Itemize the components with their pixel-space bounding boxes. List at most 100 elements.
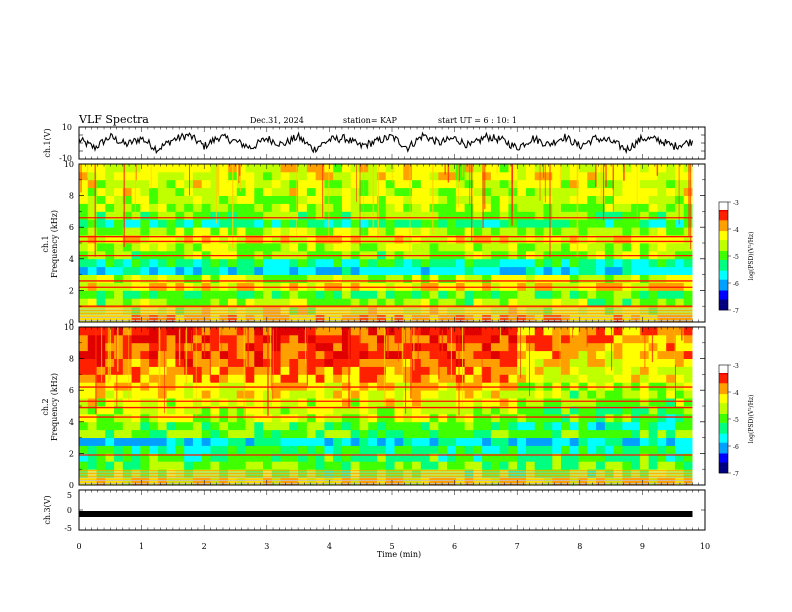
spectrogram-cell	[455, 445, 466, 454]
spectrogram-cell	[271, 374, 281, 383]
spectrogram-cell	[683, 477, 693, 486]
spectrogram-cell	[306, 366, 317, 375]
spectrogram-cell	[403, 211, 413, 220]
spectrogram-cell	[219, 453, 229, 462]
spectrogram-cell	[613, 350, 623, 359]
spectrogram-cell	[473, 406, 483, 415]
spectrogram-cell	[350, 445, 360, 454]
spectrogram-cell	[166, 171, 176, 181]
spectrogram-cell	[210, 243, 220, 252]
colorbar-segment	[719, 218, 728, 221]
spectrogram-cell	[289, 358, 299, 367]
spectrogram-cell	[306, 453, 317, 462]
colorbar-segment	[719, 265, 728, 268]
spectrogram-cell	[482, 334, 492, 344]
spectrogram-cell	[543, 390, 553, 399]
spectrogram-cell	[604, 235, 614, 244]
spectrogram-cell	[271, 219, 281, 228]
spectrogram-cell	[499, 219, 509, 228]
spectrogram-cell	[140, 171, 150, 181]
spectrogram-cell	[122, 290, 132, 299]
spectrogram-cell	[87, 461, 97, 470]
spectrogram-cell	[201, 219, 211, 228]
spectrogram-cell	[87, 258, 97, 268]
spectrogram-cell	[359, 290, 369, 299]
spectrogram-cell	[333, 290, 343, 299]
spectrogram-cell	[140, 477, 150, 486]
ch2-spectrogram-ylabel-channel: ch.2	[41, 398, 50, 415]
spectrogram-cell	[412, 429, 422, 438]
spectrogram-cell	[131, 358, 141, 367]
colorbar-segment	[719, 254, 728, 257]
spectrogram-cell	[350, 374, 360, 383]
spectrogram-cell	[376, 445, 387, 454]
spectrogram-cell	[403, 342, 413, 352]
spectrogram-cell	[263, 235, 273, 244]
spectrogram-cell	[324, 358, 334, 367]
spectrogram-cell	[350, 274, 360, 283]
spectrogram-cell	[674, 314, 685, 323]
spectrogram-cell	[420, 334, 430, 344]
spectrogram-cell	[429, 453, 439, 462]
spectrogram-cell	[525, 334, 536, 344]
spectrogram-cell	[201, 477, 211, 486]
spectrogram-cell	[683, 219, 693, 228]
spectrogram-cell	[587, 406, 597, 415]
colorbar-segment	[719, 460, 728, 463]
spectrogram-cell	[350, 350, 360, 359]
spectrogram-cell	[315, 477, 325, 486]
spectrogram-cell	[578, 406, 588, 415]
spectrogram-cell	[464, 477, 474, 486]
spectrogram-cell	[79, 171, 89, 181]
spectrogram-cell	[201, 413, 211, 423]
spectrogram-cell	[263, 266, 273, 275]
spectrogram-cell	[341, 187, 352, 196]
spectrogram-cell	[219, 227, 229, 236]
spectrogram-cell	[674, 187, 685, 196]
spectrogram-cell	[534, 219, 544, 228]
spectrogram-cell	[508, 203, 518, 212]
spectrogram-cell	[569, 398, 579, 407]
spectrogram-cell	[219, 195, 229, 204]
spectrogram-cell	[525, 235, 536, 244]
spectrogram-cell	[543, 477, 553, 486]
spectrogram-cell	[157, 398, 168, 407]
spectrogram-cell	[534, 203, 544, 212]
spectrogram-cell	[639, 274, 650, 283]
spectrogram-cell	[210, 171, 220, 181]
spectrogram-cell	[622, 258, 632, 268]
spectrogram-cell	[412, 390, 422, 399]
spectrogram-cell	[184, 350, 194, 359]
spectrogram-cell	[587, 227, 597, 236]
spectrogram-cell	[543, 274, 553, 283]
colorbar-segment	[719, 442, 728, 445]
spectrogram-cell	[306, 187, 317, 196]
spectrogram-cell	[438, 258, 448, 268]
spectrogram-cell	[96, 211, 106, 220]
spectrogram-cell	[613, 243, 623, 252]
spectrogram-cell	[657, 398, 667, 407]
spectrogram-cell	[473, 358, 483, 367]
spectrogram-cell	[131, 298, 141, 307]
spectrogram-cell	[631, 195, 641, 204]
spectrogram-cell	[473, 366, 483, 375]
spectrogram-cell	[604, 211, 614, 220]
spectrogram-cell	[657, 227, 667, 236]
spectrogram-cell	[359, 274, 369, 283]
spectrogram-cell	[438, 398, 448, 407]
spectrogram-cell	[227, 266, 238, 275]
colorbar-segment	[719, 408, 728, 411]
spectrogram-cell	[96, 366, 106, 375]
spectrogram-cell	[315, 314, 325, 323]
spectrogram-cell	[473, 266, 483, 275]
spectrogram-cell	[420, 429, 430, 438]
spectrogram-cell	[455, 390, 466, 399]
spectrogram-cell	[166, 334, 176, 344]
spectrogram-cell	[280, 203, 290, 212]
spectrogram-cell	[578, 477, 588, 486]
spectrogram-cell	[578, 314, 588, 323]
spectrogram-cell	[534, 211, 544, 220]
spectrogram-cell	[280, 350, 290, 359]
spectrogram-cell	[438, 413, 448, 423]
spectrogram-cell	[385, 219, 395, 228]
